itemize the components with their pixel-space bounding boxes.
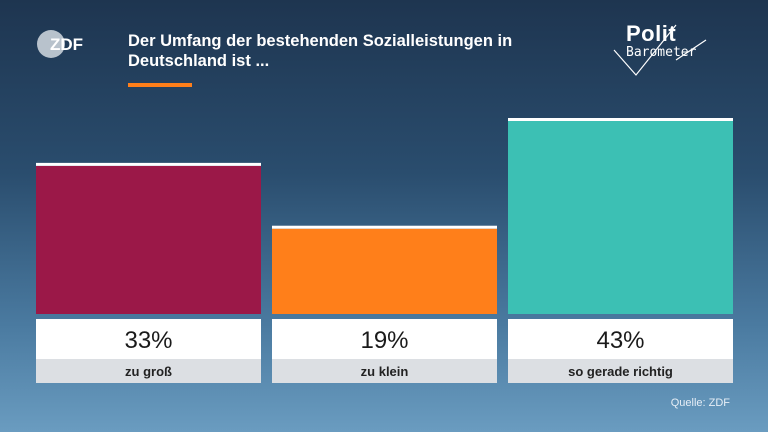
category-box-1 [36,359,261,383]
politbarometer-logo: Polit Barometer [606,20,726,80]
chart-title: Der Umfang der bestehenden Sozialleistun… [128,32,513,70]
category-box-2 [272,359,497,383]
source-note: Quelle: ZDF [670,397,730,409]
bar-3 [508,121,733,314]
category-label-3: so gerade richtig [568,364,673,379]
category-label-1: zu groß [125,364,172,379]
category-label-2: zu klein [361,364,409,379]
polit-word: Polit [626,21,677,46]
bar-top-line-3 [508,118,733,121]
bar-2 [272,228,497,314]
value-box-3 [508,319,733,359]
checkmark-icon [613,24,707,76]
zdf-logo-icon: ZDF [37,30,83,58]
bar-top-line-2 [272,225,497,229]
value-box-1 [36,319,261,359]
barometer-word: Barometer [626,45,697,60]
value-label-2: 19% [360,327,408,354]
zdf-logo-text: ZDF [50,35,83,54]
title-accent-bar [128,83,192,87]
bar-1 [36,165,261,314]
value-label-1: 33% [124,327,172,354]
category-box-3 [508,359,733,383]
value-box-2 [272,319,497,359]
value-label-3: 43% [596,327,644,354]
bar-top-line-1 [36,162,261,166]
